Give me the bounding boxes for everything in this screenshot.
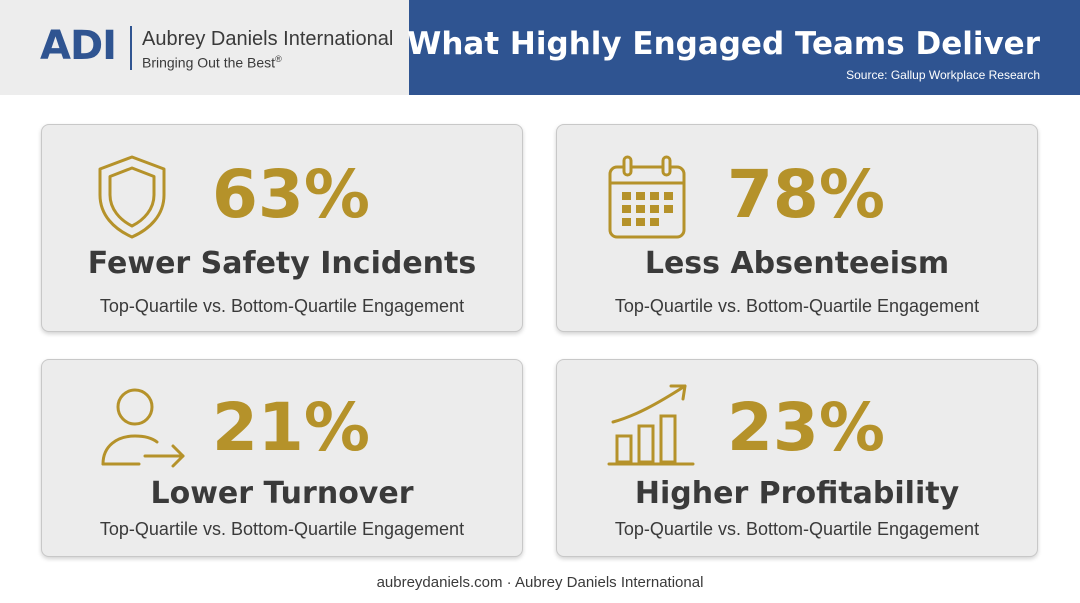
brand-header: ADI Aubrey Daniels International Bringin…	[0, 0, 409, 95]
title-banner: What Highly Engaged Teams Deliver Source…	[407, 0, 1080, 95]
logo-divider	[130, 26, 132, 70]
company-name: Aubrey Daniels International	[142, 28, 394, 50]
footer-credit: aubreydaniels.com · Aubrey Daniels Inter…	[376, 574, 704, 591]
stat-subtext: Top-Quartile vs. Bottom-Quartile Engagem…	[99, 519, 465, 539]
stat-label: Less Absenteeism	[644, 246, 950, 281]
stat-card-profitability: 23% Higher Profitability Top-Quartile vs…	[556, 359, 1038, 557]
stat-card-safety: 63% Fewer Safety Incidents Top-Quartile …	[41, 124, 523, 332]
stat-label: Lower Turnover	[150, 476, 414, 511]
person-leaving-icon	[97, 384, 189, 474]
stat-value: 23%	[727, 389, 885, 466]
growth-chart-icon	[605, 380, 697, 470]
shield-icon	[92, 151, 172, 241]
logo-mark: ADI	[40, 23, 117, 69]
calendar-icon	[607, 151, 687, 241]
stat-value: 78%	[727, 156, 885, 233]
stat-subtext: Top-Quartile vs. Bottom-Quartile Engagem…	[614, 296, 980, 316]
registered-mark: ®	[275, 54, 282, 64]
stat-label: Higher Profitability	[634, 476, 960, 511]
stat-card-turnover: 21% Lower Turnover Top-Quartile vs. Bott…	[41, 359, 523, 557]
stat-card-absenteeism: 78% Less Absenteeism Top-Quartile vs. Bo…	[556, 124, 1038, 332]
page-title: What Highly Engaged Teams Deliver	[407, 26, 1040, 62]
stat-value: 63%	[212, 156, 370, 233]
stat-subtext: Top-Quartile vs. Bottom-Quartile Engagem…	[99, 296, 465, 316]
stat-label: Fewer Safety Incidents	[87, 246, 477, 281]
stat-value: 21%	[212, 389, 370, 466]
stat-subtext: Top-Quartile vs. Bottom-Quartile Engagem…	[614, 519, 980, 539]
tagline: Bringing Out the Best®	[142, 51, 282, 72]
tagline-text: Bringing Out the Best	[142, 54, 276, 71]
source-note: Source: Gallup Workplace Research	[846, 68, 1040, 82]
